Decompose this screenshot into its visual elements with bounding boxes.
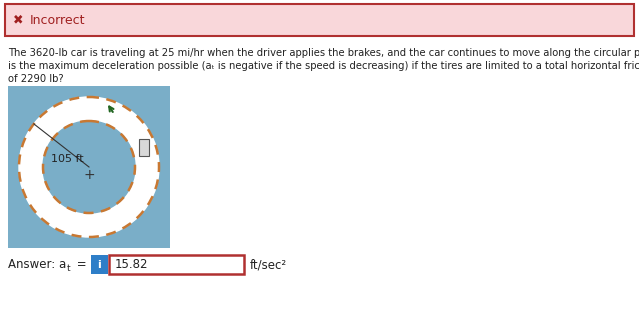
FancyBboxPatch shape	[5, 4, 634, 36]
Text: +: +	[83, 168, 95, 182]
Text: ✖: ✖	[13, 13, 23, 26]
Text: =: =	[73, 259, 87, 271]
Text: is the maximum deceleration possible (aₜ is negative if the speed is decreasing): is the maximum deceleration possible (aₜ…	[8, 61, 639, 71]
FancyBboxPatch shape	[8, 86, 170, 248]
FancyBboxPatch shape	[91, 255, 108, 274]
Text: Answer: a: Answer: a	[8, 259, 66, 271]
Text: t: t	[67, 264, 71, 273]
Text: 15.82: 15.82	[115, 259, 148, 271]
FancyBboxPatch shape	[139, 139, 148, 156]
Text: Incorrect: Incorrect	[30, 13, 86, 26]
Text: i: i	[98, 260, 102, 270]
Text: 105 ft: 105 ft	[50, 154, 83, 164]
Circle shape	[43, 121, 135, 213]
Text: The 3620-lb car is traveling at 25 mi/hr when the driver applies the brakes, and: The 3620-lb car is traveling at 25 mi/hr…	[8, 48, 639, 58]
Circle shape	[19, 97, 159, 237]
Text: ft/sec²: ft/sec²	[250, 259, 287, 271]
Text: of 2290 lb?: of 2290 lb?	[8, 74, 64, 84]
FancyBboxPatch shape	[109, 255, 244, 274]
